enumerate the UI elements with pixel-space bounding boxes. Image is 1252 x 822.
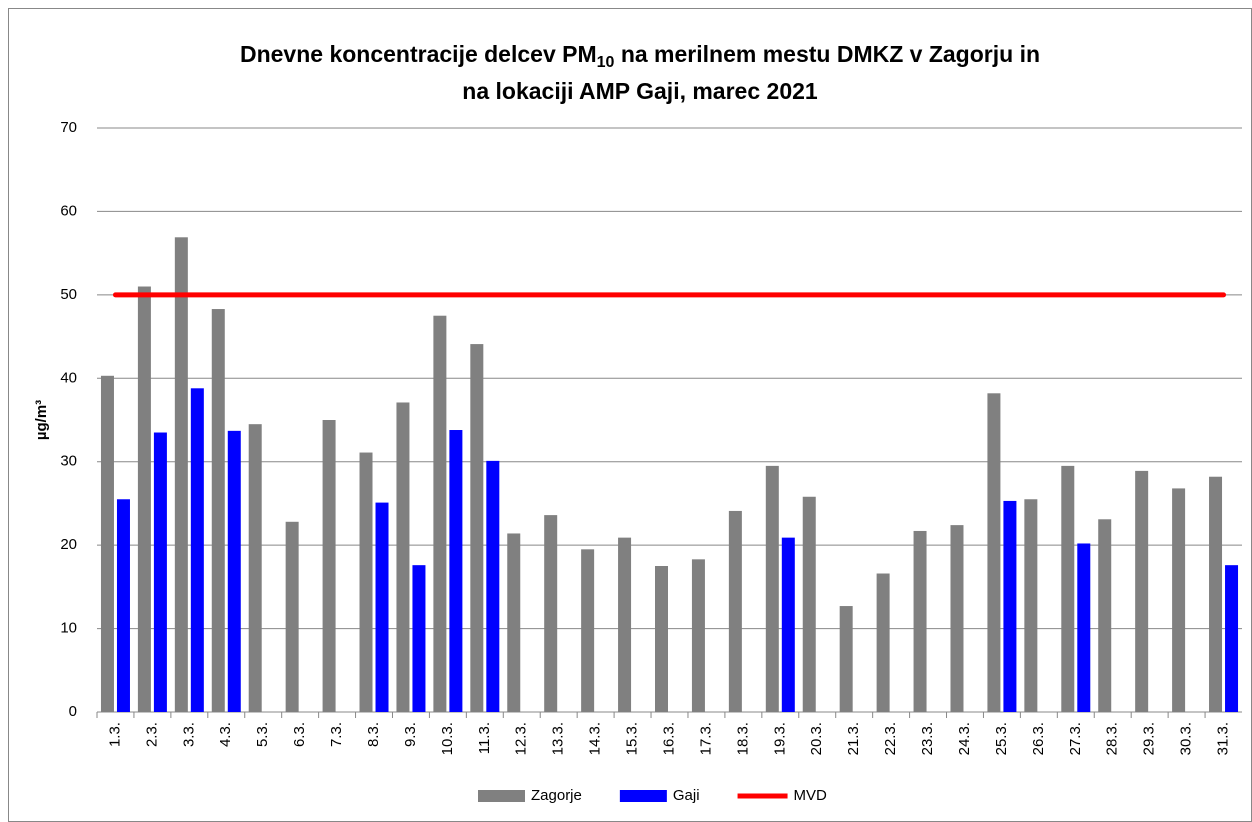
bar: [470, 344, 484, 712]
legend-label: Zagorje: [531, 787, 582, 804]
bar: [618, 537, 632, 712]
x-tick-label: 12.3.: [513, 722, 530, 755]
bar: [781, 537, 795, 712]
x-tick-label: 3.3.: [180, 722, 197, 747]
x-tick-label: 19.3.: [771, 722, 788, 755]
bar: [1172, 488, 1186, 712]
legend-label: MVD: [794, 787, 828, 804]
bar: [1225, 565, 1239, 712]
x-tick-label: 1.3.: [106, 722, 123, 747]
x-tick-label: 4.3.: [217, 722, 234, 747]
x-tick-label: 13.3.: [550, 722, 567, 755]
x-tick-label: 7.3.: [328, 722, 345, 747]
x-tick-label: 31.3.: [1215, 722, 1232, 755]
bar: [396, 402, 410, 712]
y-tick-label: 30: [60, 453, 77, 470]
x-tick-label: 8.3.: [365, 722, 382, 747]
bar: [153, 432, 167, 712]
bar: [1077, 543, 1091, 712]
bar: [211, 309, 225, 712]
bar: [1003, 500, 1017, 712]
x-tick-label: 25.3.: [993, 722, 1010, 755]
x-tick-label: 26.3.: [1030, 722, 1047, 755]
bar: [137, 286, 151, 712]
title-part: na merilnem mestu DMKZ v Zagorju in: [614, 41, 1040, 67]
x-tick-label: 16.3.: [660, 722, 677, 755]
x-tick-label: 24.3.: [956, 722, 973, 755]
bar: [285, 521, 299, 712]
y-tick-label: 40: [60, 369, 77, 386]
y-tick-label: 50: [60, 286, 77, 303]
x-tick-label: 11.3.: [476, 722, 493, 754]
bar: [100, 375, 114, 712]
x-tick-label: 17.3.: [697, 722, 714, 755]
title-part: Dnevne koncentracije delcev PM: [240, 41, 597, 67]
bar: [433, 315, 447, 712]
bar: [322, 420, 336, 712]
bar: [987, 393, 1001, 712]
chart-title: Dnevne koncentracije delcev PM10 na meri…: [240, 41, 1040, 71]
y-tick-label: 70: [60, 119, 77, 136]
x-tick-label: 21.3.: [845, 722, 862, 755]
y-axis-label: µg/m³: [33, 400, 50, 440]
bar: [765, 465, 779, 712]
bar: [412, 565, 426, 712]
x-tick-label: 20.3.: [808, 722, 825, 755]
bar: [876, 573, 890, 712]
bar: [116, 499, 130, 712]
y-tick-label: 0: [69, 703, 77, 720]
x-tick-label: 27.3.: [1067, 722, 1084, 755]
bar: [227, 430, 241, 712]
x-tick-label: 23.3.: [919, 722, 936, 755]
x-tick-label: 18.3.: [734, 722, 751, 755]
x-tick-label: 10.3.: [439, 722, 456, 755]
bar: [486, 460, 500, 712]
x-tick-label: 15.3.: [624, 722, 641, 755]
bar: [449, 430, 463, 712]
x-tick-label: 9.3.: [402, 722, 419, 747]
y-tick-label: 10: [60, 620, 77, 637]
legend-swatch: [619, 790, 667, 802]
bar: [544, 515, 558, 712]
title-subscript: 10: [597, 54, 615, 71]
bar: [655, 566, 668, 712]
bar: [581, 549, 595, 712]
bar: [839, 606, 853, 712]
bar: [1061, 465, 1075, 712]
bar: [359, 452, 373, 712]
bar: [728, 510, 742, 712]
x-tick-label: 30.3.: [1178, 722, 1195, 755]
bar: [375, 502, 389, 712]
x-tick-label: 5.3.: [254, 722, 271, 747]
bar: [950, 525, 964, 712]
y-tick-label: 20: [60, 536, 77, 553]
bar: [248, 424, 262, 712]
bar: [913, 530, 927, 712]
bar: [507, 533, 521, 712]
x-tick-label: 29.3.: [1141, 722, 1158, 755]
x-tick-label: 14.3.: [587, 722, 604, 755]
bar: [1209, 476, 1223, 712]
chart-title: na lokaciji AMP Gaji, marec 2021: [462, 78, 818, 104]
legend-label: Gaji: [673, 787, 700, 804]
bar: [1024, 499, 1038, 712]
bar: [691, 559, 705, 712]
bar: [802, 496, 816, 712]
bar: [1098, 519, 1112, 712]
x-tick-label: 22.3.: [882, 722, 899, 755]
legend-swatch: [478, 790, 525, 802]
x-tick-label: 28.3.: [1104, 722, 1121, 755]
bar: [174, 237, 188, 712]
y-tick-label: 60: [60, 202, 77, 219]
bar: [190, 388, 204, 712]
bar: [1135, 470, 1149, 712]
x-tick-label: 6.3.: [291, 722, 308, 747]
x-tick-label: 2.3.: [143, 722, 160, 747]
